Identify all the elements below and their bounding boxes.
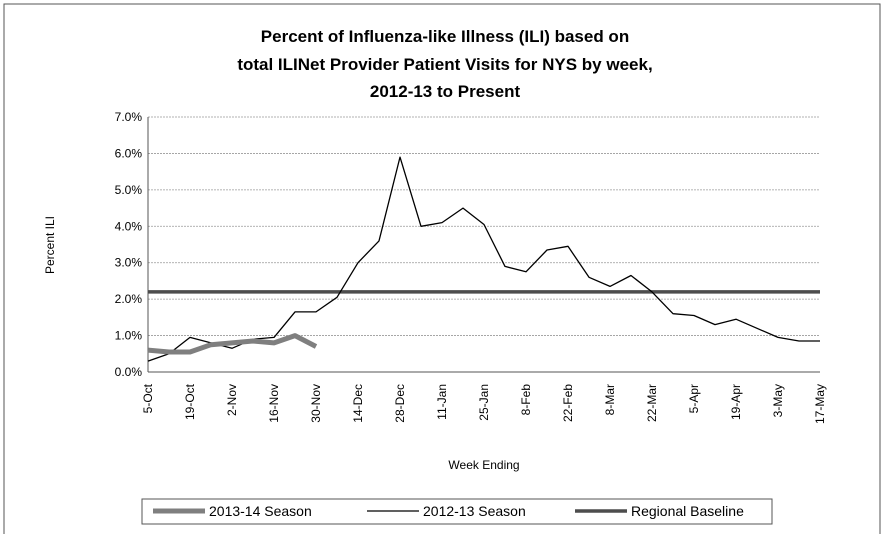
- x-tick-label: 22-Mar: [645, 384, 659, 422]
- x-tick-label: 5-Oct: [141, 383, 155, 413]
- x-tick-label: 11-Jan: [435, 384, 449, 420]
- x-tick-label: 19-Apr: [729, 384, 743, 420]
- x-tick-label: 3-May: [771, 384, 785, 417]
- chart-title: 2012-13 to Present: [370, 82, 521, 101]
- y-tick-label: 2.0%: [115, 292, 143, 306]
- y-tick-label: 5.0%: [115, 183, 143, 197]
- legend-label: 2013-14 Season: [209, 503, 312, 519]
- legend-label: 2012-13 Season: [423, 503, 526, 519]
- legend-label: Regional Baseline: [631, 503, 744, 519]
- x-tick-label: 22-Feb: [561, 384, 575, 422]
- x-tick-label: 25-Jan: [477, 384, 491, 421]
- x-axis-label: Week Ending: [448, 458, 519, 472]
- series-line: [147, 156, 820, 362]
- y-tick-label: 3.0%: [115, 256, 143, 270]
- chart-title: Percent of Influenza-like Illness (ILI) …: [261, 27, 629, 46]
- y-axis-label: Percent ILI: [43, 216, 57, 274]
- x-tick-label: 5-Apr: [687, 384, 701, 413]
- x-tick-label: 19-Oct: [183, 383, 197, 420]
- x-tick-label: 8-Feb: [519, 384, 533, 416]
- x-tick-label: 14-Dec: [351, 384, 365, 423]
- x-tick-label: 28-Dec: [393, 384, 407, 423]
- x-tick-label: 17-May: [813, 384, 827, 424]
- y-tick-label: 7.0%: [115, 110, 143, 124]
- x-tick-label: 16-Nov: [267, 384, 281, 423]
- chart-title: total ILINet Provider Patient Visits for…: [237, 55, 652, 74]
- y-tick-label: 6.0%: [115, 146, 143, 160]
- x-tick-label: 2-Nov: [225, 384, 239, 416]
- series-line: [147, 333, 318, 355]
- y-tick-label: 1.0%: [115, 329, 143, 343]
- x-tick-label: 8-Mar: [603, 384, 617, 415]
- y-tick-label: 4.0%: [115, 219, 143, 233]
- legend-box: [141, 498, 773, 525]
- y-tick-label: 0.0%: [115, 365, 143, 379]
- x-tick-label: 30-Nov: [309, 384, 323, 423]
- chart-frame: [3, 3, 881, 534]
